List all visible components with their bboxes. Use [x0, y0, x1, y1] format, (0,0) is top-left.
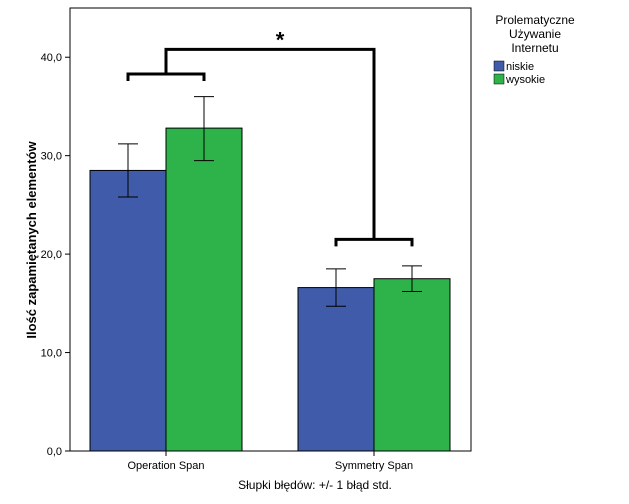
y-tick-label: 10,0: [41, 348, 62, 360]
bars-group: [89, 127, 451, 452]
plot-frame: [69, 7, 472, 452]
y-tick-label: 40,0: [41, 52, 62, 64]
legend: Prolematyczne Używanie Internetu niskie …: [493, 13, 575, 86]
error-bar-footnote: Słupki błędów: +/- 1 błąd std.: [238, 478, 392, 492]
bar-wysokie: [373, 278, 451, 452]
within-group-bracket: [334, 237, 414, 247]
y-axis-label: Ilość zapamiętanych elementów: [24, 140, 39, 338]
y-tick-label: 20,0: [41, 249, 62, 261]
y-axis: 0,0 10,0 20,0 30,0 40,0: [41, 52, 70, 458]
significance-star: *: [276, 27, 285, 52]
legend-label-wysokie: wysokie: [505, 74, 545, 86]
y-tick-label: 0,0: [47, 446, 62, 458]
between-group-bracket: [164, 47, 376, 240]
bar-niskie: [297, 287, 375, 452]
legend-swatch-niskie: [493, 60, 505, 72]
significance-brackets: *: [126, 27, 414, 247]
x-category-label: Symmetry Span: [335, 460, 413, 472]
x-category-label: Operation Span: [127, 460, 204, 472]
error-bars-group: [118, 96, 422, 307]
legend-title-line-3: Internetu: [511, 41, 558, 55]
bar-niskie: [89, 169, 167, 452]
within-group-bracket: [126, 72, 206, 81]
legend-swatch-wysokie: [493, 73, 505, 85]
x-axis-categories: Operation Span Symmetry Span: [127, 451, 413, 472]
legend-title-line-1: Prolematyczne: [495, 13, 575, 27]
bar-wysokie: [165, 127, 243, 452]
y-tick-label: 30,0: [41, 151, 62, 163]
legend-title-line-2: Używanie: [509, 27, 561, 41]
legend-label-niskie: niskie: [506, 61, 534, 73]
